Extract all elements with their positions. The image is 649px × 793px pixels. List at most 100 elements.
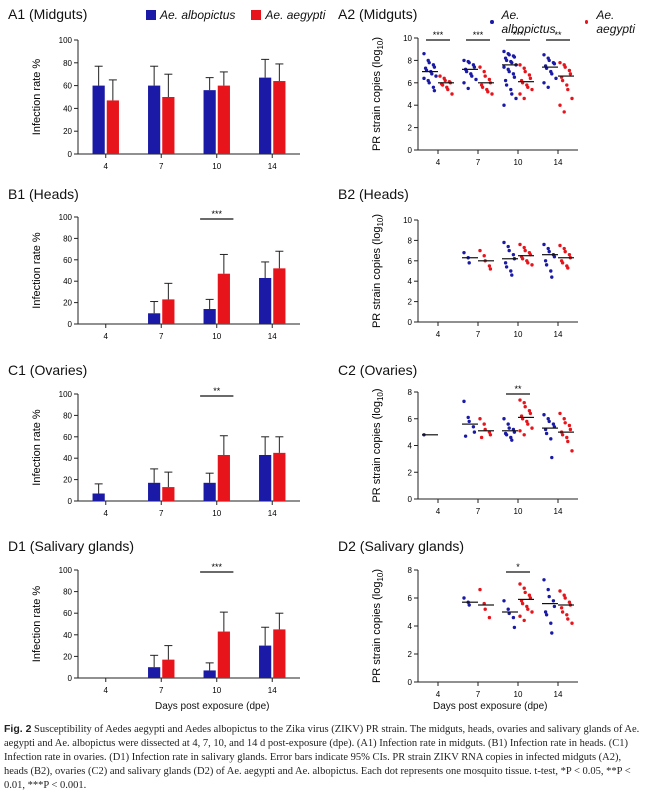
data-point-ae-aegypti (558, 411, 562, 416)
data-point-ae-aegypti (518, 242, 522, 247)
y-axis-label-close: ) (371, 388, 383, 392)
y-tick-label: 0 (68, 497, 73, 506)
y-axis-label: PR strain copies (log10) (371, 214, 385, 328)
significance-label: *** (433, 30, 444, 40)
panel-c2: C2 (Ovaries) 0 2 4 6 8 4 7 10 14 PR strain copies … (330, 356, 649, 526)
data-point-ae-aegypti (562, 593, 566, 597)
bar-ae-albopictus (148, 313, 161, 324)
data-point-ae-aegypti (558, 103, 562, 107)
data-point-ae-albopictus (550, 275, 554, 279)
data-point-ae-albopictus (544, 263, 549, 267)
data-point-ae-aegypti (518, 614, 522, 618)
legend-dot-label-aegypti: Ae. aegypti (596, 8, 636, 36)
x-tick-label: 7 (476, 690, 481, 699)
data-point-ae-aegypti (528, 76, 533, 81)
y-tick-label: 0 (408, 495, 413, 504)
data-point-ae-aegypti (522, 433, 526, 437)
bar-ae-aegypti (162, 659, 175, 678)
y-tick-label: 8 (408, 236, 413, 245)
data-point-ae-aegypti (490, 92, 494, 96)
data-point-ae-albopictus (431, 85, 436, 89)
data-point-ae-albopictus (506, 422, 510, 426)
data-point-ae-aegypti (518, 92, 522, 96)
x-tick-label: 14 (554, 690, 563, 699)
y-tick-label: 60 (63, 609, 72, 618)
data-point-ae-aegypti (570, 621, 574, 625)
data-point-ae-aegypti (483, 607, 487, 611)
panel-title: C2 (Ovaries) (338, 362, 418, 378)
data-point-ae-aegypti (566, 617, 570, 621)
y-axis-label-subscript: 10 (376, 392, 385, 401)
y-tick-label: 80 (63, 59, 72, 68)
panel-a2: A2 (Midguts) 0 2 4 6 8 10 4 7 10 14 PR strain copie… (330, 0, 649, 176)
y-tick-label: 40 (63, 631, 72, 640)
bar-ae-albopictus (203, 90, 216, 154)
data-point-ae-albopictus (542, 578, 546, 582)
bar-ae-aegypti (217, 454, 230, 501)
data-point-ae-aegypti (482, 422, 486, 426)
data-point-ae-aegypti (559, 606, 564, 610)
y-tick-label: 2 (408, 124, 413, 133)
data-point-ae-albopictus (511, 72, 516, 76)
data-point-ae-albopictus (547, 249, 551, 254)
data-point-ae-aegypti (526, 422, 530, 426)
y-tick-label: 40 (63, 454, 72, 463)
data-point-ae-aegypti (523, 590, 527, 595)
x-tick-label: 10 (212, 332, 221, 341)
y-tick-label: 8 (408, 56, 413, 65)
data-point-ae-aegypti (520, 601, 525, 606)
data-point-ae-aegypti (558, 589, 562, 593)
x-tick-label: 14 (268, 686, 277, 695)
data-point-ae-aegypti (562, 246, 566, 251)
data-point-ae-albopictus (422, 51, 426, 56)
data-point-ae-albopictus (510, 273, 514, 277)
x-tick-label: 10 (514, 507, 523, 516)
legend-dot-label-albopictus: Ae. albopictus (501, 8, 556, 36)
x-tick-label: 14 (268, 509, 277, 518)
x-axis-label-right: Days post exposure (dpe) (433, 701, 548, 712)
data-point-ae-aegypti (486, 90, 490, 94)
data-point-ae-aegypti (566, 439, 570, 444)
data-point-ae-aegypti (567, 423, 572, 428)
data-point-ae-aegypti (523, 69, 527, 74)
y-axis-label: PR strain copies (log10) (371, 37, 385, 151)
x-tick-label: 7 (476, 507, 481, 516)
y-tick-label: 60 (63, 82, 72, 91)
data-point-ae-albopictus (471, 425, 476, 429)
data-point-ae-aegypti (528, 411, 533, 416)
significance-label: *** (513, 30, 524, 40)
x-tick-label: 4 (104, 162, 109, 171)
legend-dot-aegypti (584, 20, 589, 24)
data-point-ae-albopictus (547, 419, 551, 424)
data-point-ae-albopictus (507, 69, 511, 74)
y-axis-label-subscript: 10 (376, 217, 385, 226)
figure-caption: Fig. 2 Susceptibility of Aedes aegypti a… (4, 722, 644, 793)
data-point-ae-albopictus (546, 417, 550, 421)
x-tick-label: 4 (104, 332, 109, 341)
x-tick-label: 14 (554, 507, 563, 516)
data-point-ae-albopictus (547, 58, 551, 63)
x-tick-label: 7 (476, 158, 481, 167)
y-tick-label: 4 (408, 101, 413, 110)
y-axis-label-close: ) (371, 569, 383, 573)
data-point-ae-aegypti (566, 266, 570, 270)
bar-ae-albopictus (259, 277, 272, 324)
x-tick-label: 10 (212, 686, 221, 695)
bar-ae-albopictus (203, 309, 216, 324)
data-point-ae-albopictus (512, 55, 517, 59)
data-point-ae-aegypti (518, 63, 522, 67)
x-tick-label: 14 (554, 158, 563, 167)
data-point-ae-albopictus (512, 75, 517, 79)
data-point-ae-albopictus (552, 604, 557, 609)
y-tick-label: 2 (408, 298, 413, 307)
data-point-ae-albopictus (504, 433, 509, 437)
y-tick-label: 80 (63, 588, 72, 597)
data-point-ae-aegypti (446, 87, 450, 92)
data-point-ae-aegypti (527, 73, 532, 77)
bar-legend: Ae. albopictus Ae. aegypti (146, 8, 325, 22)
data-point-ae-aegypti (518, 429, 522, 433)
legend-label-aegypti: Ae. aegypti (265, 8, 326, 22)
data-point-ae-albopictus (551, 599, 556, 603)
data-point-ae-albopictus (510, 92, 514, 96)
data-point-ae-albopictus (427, 81, 431, 85)
